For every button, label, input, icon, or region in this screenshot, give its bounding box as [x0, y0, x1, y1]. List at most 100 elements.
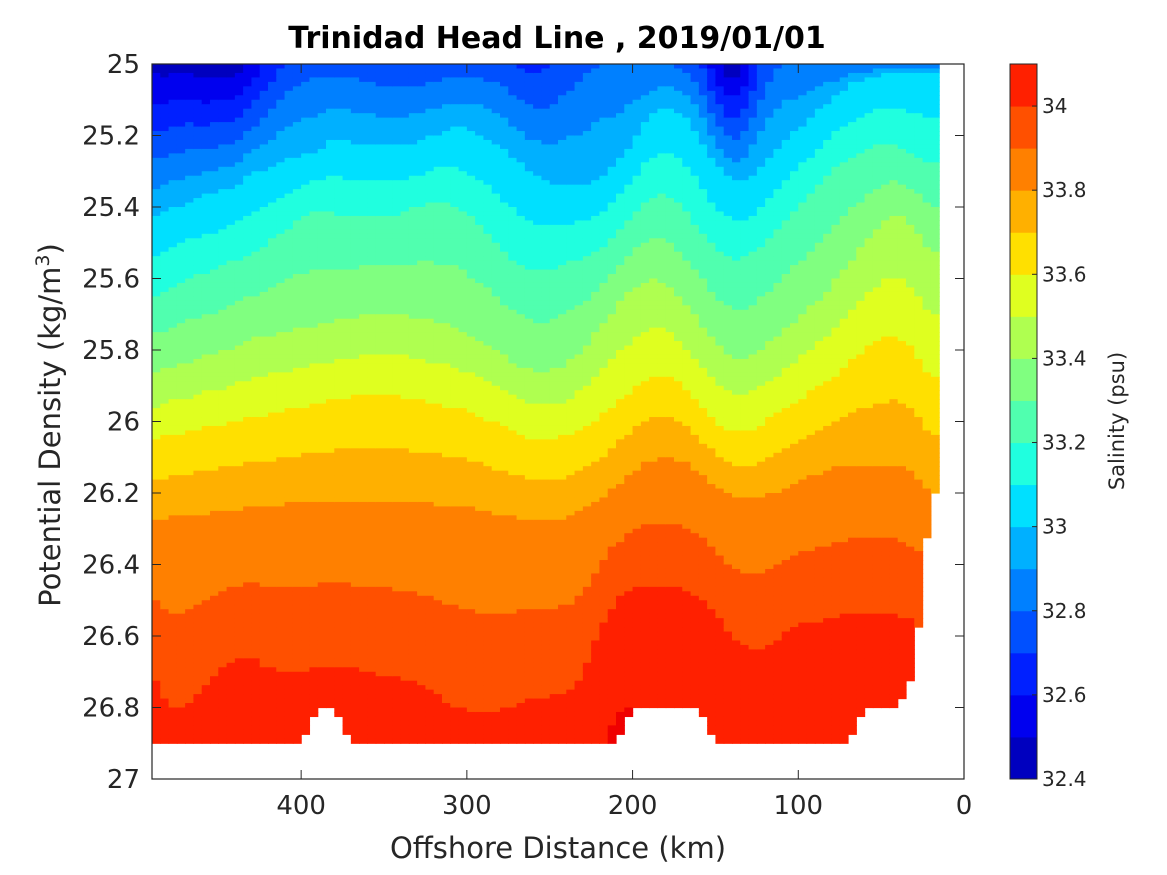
contour-cell — [350, 555, 360, 561]
contour-cell — [201, 595, 211, 601]
contour-cell — [384, 425, 393, 432]
contour-cell — [400, 403, 410, 409]
contour-cell — [384, 390, 393, 396]
contour-cell — [384, 215, 393, 222]
contour-cell — [152, 676, 161, 682]
contour-cell — [417, 510, 427, 516]
contour-cell — [251, 215, 261, 222]
contour-cell — [384, 510, 393, 516]
contour-cell — [284, 117, 294, 123]
contour-cell — [375, 551, 385, 557]
contour-cell — [185, 720, 195, 726]
contour-cell — [276, 336, 286, 342]
contour-cell — [367, 126, 377, 132]
contour-cell — [417, 667, 427, 673]
contour-cell — [292, 457, 302, 463]
contour-cell — [408, 716, 418, 722]
contour-cell — [168, 430, 178, 436]
contour-cell — [168, 180, 178, 186]
contour-cell — [417, 470, 427, 476]
contour-cell — [176, 323, 186, 329]
contour-cell — [317, 256, 327, 262]
contour-cell — [359, 251, 369, 257]
contour-cell — [392, 72, 402, 79]
contour-cell — [375, 309, 385, 315]
contour-cell — [152, 479, 161, 485]
contour-cell — [168, 104, 178, 110]
contour-cell — [210, 720, 219, 726]
contour-cell — [384, 720, 393, 726]
contour-cell — [408, 680, 418, 686]
contour-cell — [243, 81, 253, 87]
contour-cell — [268, 148, 277, 154]
contour-cell — [201, 68, 211, 74]
contour-cell — [243, 72, 253, 79]
contour-cell — [309, 282, 319, 289]
contour-cell — [276, 265, 286, 271]
contour-cell — [292, 323, 302, 329]
contour-cell — [160, 586, 170, 592]
contour-cell — [392, 193, 402, 199]
contour-cell — [350, 144, 360, 150]
contour-cell — [301, 457, 311, 463]
contour-cell — [392, 694, 402, 700]
contour-cell — [400, 680, 410, 686]
contour-cell — [400, 461, 410, 467]
contour-cell — [276, 193, 286, 199]
contour-cell — [292, 309, 302, 315]
contour-cell — [301, 242, 311, 248]
contour-cell — [176, 358, 186, 365]
contour-cell — [367, 412, 377, 418]
contour-cell — [268, 166, 277, 172]
contour-cell — [384, 452, 393, 458]
contour-cell — [168, 95, 178, 101]
contour-cell — [392, 421, 402, 427]
contour-cell — [384, 131, 393, 137]
contour-cell — [152, 542, 161, 548]
contour-cell — [342, 577, 352, 583]
contour-cell — [226, 595, 236, 601]
contour-cell — [375, 72, 385, 79]
contour-cell — [309, 417, 319, 423]
contour-cell — [284, 680, 294, 686]
contour-cell — [342, 524, 352, 530]
contour-cell — [152, 260, 161, 266]
contour-cell — [350, 676, 360, 682]
contour-cell — [317, 229, 327, 235]
contour-cell — [276, 452, 286, 458]
contour-cell — [417, 104, 427, 110]
contour-cell — [193, 560, 203, 566]
contour-cell — [284, 452, 294, 458]
contour-cell — [392, 336, 402, 342]
contour-cell — [400, 528, 410, 534]
contour-cell — [226, 251, 236, 257]
contour-cell — [350, 694, 360, 700]
contour-cell — [326, 162, 335, 168]
contour-cell — [342, 676, 352, 682]
contour-cell — [342, 318, 352, 324]
contour-cell — [284, 734, 294, 740]
contour-cell — [185, 238, 195, 244]
contour-cell — [185, 542, 195, 548]
contour-cell — [201, 622, 211, 628]
contour-cell — [234, 198, 244, 204]
contour-cell — [417, 381, 427, 387]
contour-cell — [160, 171, 170, 177]
contour-cell — [408, 171, 418, 177]
contour-cell — [243, 291, 253, 297]
contour-cell — [152, 139, 161, 146]
contour-cell — [417, 461, 427, 467]
contour-cell — [168, 515, 178, 521]
contour-cell — [276, 122, 286, 128]
contour-cell — [301, 506, 311, 512]
contour-cell — [392, 332, 402, 338]
contour-cell — [309, 707, 319, 713]
contour-cell — [226, 144, 236, 150]
contour-cell — [350, 99, 360, 105]
contour-cell — [152, 238, 161, 244]
contour-cell — [160, 207, 170, 213]
contour-cell — [243, 318, 253, 324]
contour-cell — [309, 524, 319, 530]
contour-cell — [251, 488, 261, 494]
contour-cell — [193, 153, 203, 159]
